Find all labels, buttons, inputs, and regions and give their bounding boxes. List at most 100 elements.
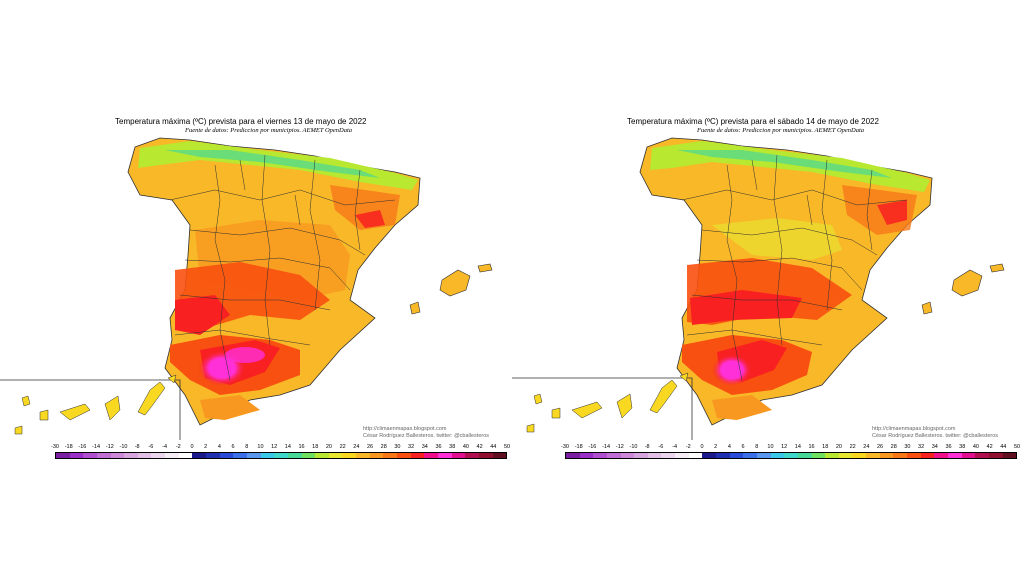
legend-swatch bbox=[947, 453, 962, 458]
legend-label: 20 bbox=[835, 444, 842, 450]
balearic-mallorca bbox=[439, 269, 471, 297]
legend-label: 6 bbox=[741, 444, 745, 450]
legend-label: -2 bbox=[175, 444, 181, 450]
legend-labels: -30 -18 -16 -14 -12 -10 -8 -6 -4 -2 0 2 4 6 8 10 12 14 16 1… bbox=[51, 444, 511, 452]
legend-label: 24 bbox=[353, 444, 360, 450]
legend-label: -4 bbox=[162, 444, 168, 450]
legend-swatch bbox=[233, 453, 247, 458]
legend-label: -2 bbox=[685, 444, 691, 450]
legend-swatch bbox=[729, 453, 744, 458]
legend-swatch bbox=[702, 453, 717, 458]
legend-label: 16 bbox=[298, 444, 305, 450]
legend-label: 40 bbox=[972, 444, 979, 450]
legend-label: -10 bbox=[119, 444, 128, 450]
legend-swatch bbox=[934, 453, 948, 458]
legend-swatch bbox=[1002, 453, 1017, 458]
legend-swatch bbox=[620, 453, 635, 458]
legend-label: -12 bbox=[105, 444, 114, 450]
map-source: Fuente de datos: Prediccion por municipi… bbox=[697, 127, 865, 134]
legend-label: 6 bbox=[231, 444, 235, 450]
legend-label: 20 bbox=[325, 444, 332, 450]
credit-author: César Rodríguez Ballesteros. twitter: @c… bbox=[872, 433, 999, 439]
legend-swatch bbox=[165, 453, 179, 458]
legend-label: -8 bbox=[644, 444, 650, 450]
legend-label: 4 bbox=[727, 444, 731, 450]
legend-swatch bbox=[301, 453, 316, 458]
legend-label: 8 bbox=[755, 444, 759, 450]
legend-label: -4 bbox=[672, 444, 678, 450]
legend-swatch bbox=[315, 453, 329, 458]
legend-label: 0 bbox=[190, 444, 194, 450]
legend-label: 32 bbox=[408, 444, 415, 450]
legend-swatch bbox=[492, 453, 507, 458]
legend-swatch bbox=[110, 453, 125, 458]
legend-swatch bbox=[287, 453, 302, 458]
legend-swatch bbox=[260, 453, 275, 458]
legend-label: 26 bbox=[366, 444, 374, 450]
legend-swatch bbox=[634, 453, 648, 458]
legend-label: 30 bbox=[394, 444, 401, 450]
legend-swatch bbox=[852, 453, 867, 458]
legend-swatch bbox=[369, 453, 384, 458]
legend-swatch bbox=[437, 453, 452, 458]
legend-swatch bbox=[920, 453, 935, 458]
legend-label: 16 bbox=[808, 444, 815, 450]
canary-inset-frame bbox=[0, 379, 181, 440]
balearic-menorca bbox=[989, 263, 1005, 273]
legend-swatch bbox=[838, 453, 853, 458]
legend-swatch bbox=[797, 453, 812, 458]
legend-label: -14 bbox=[602, 444, 611, 450]
legend-swatch bbox=[606, 453, 621, 458]
legend-swatch bbox=[716, 453, 730, 458]
legend-swatch bbox=[975, 453, 989, 458]
legend-swatch bbox=[661, 453, 676, 458]
legend-label: 50 bbox=[1013, 444, 1021, 450]
legend-swatch bbox=[56, 453, 70, 458]
legend-labels: -30 -18 -16 -14 -12 -10 -8 -6 -4 -2 0 2 4 6 8 10 12 14 16 1… bbox=[561, 444, 1021, 452]
legend-swatch bbox=[274, 453, 288, 458]
legend-swatch bbox=[784, 453, 798, 458]
legend-swatch bbox=[96, 453, 111, 458]
legend-swatch bbox=[342, 453, 357, 458]
temperature-map bbox=[0, 137, 493, 440]
legend-swatch bbox=[383, 453, 398, 458]
legend-label: 12 bbox=[271, 444, 278, 450]
legend-label: -30 bbox=[561, 444, 569, 450]
legend-label: 14 bbox=[794, 444, 801, 450]
legend-label: -8 bbox=[134, 444, 140, 450]
credit-blog: http://climaenmapas.blogspot.com bbox=[363, 426, 447, 432]
legend-swatch bbox=[866, 453, 880, 458]
legend-swatch bbox=[83, 453, 97, 458]
legend-swatch bbox=[246, 453, 261, 458]
legend-label: -14 bbox=[92, 444, 101, 450]
legend-label: -18 bbox=[64, 444, 73, 450]
legend-swatch bbox=[124, 453, 138, 458]
balearic-ibiza bbox=[409, 301, 421, 315]
legend-swatch bbox=[743, 453, 757, 458]
legend-swatch bbox=[647, 453, 662, 458]
map-title: Temperatura máxima (ºC) prevista para el… bbox=[115, 117, 367, 126]
credit-blog: http://climaenmapas.blogspot.com bbox=[872, 426, 956, 432]
legend-label: 28 bbox=[890, 444, 897, 450]
legend-label: 44 bbox=[1000, 444, 1007, 450]
legend-swatch bbox=[451, 453, 466, 458]
legend-swatch bbox=[219, 453, 234, 458]
legend-swatch bbox=[688, 453, 703, 458]
legend-swatch bbox=[825, 453, 839, 458]
map-panel-saturday: Temperatura máxima (ºC) prevista para el… bbox=[512, 0, 1024, 576]
legend-label: 42 bbox=[986, 444, 993, 450]
legend-swatch bbox=[206, 453, 220, 458]
legend-label: 22 bbox=[339, 444, 346, 450]
legend-label: 34 bbox=[931, 444, 938, 450]
legend-swatch bbox=[397, 453, 411, 458]
legend-swatch bbox=[424, 453, 438, 458]
legend-label: 0 bbox=[700, 444, 704, 450]
legend-label: 38 bbox=[449, 444, 456, 450]
legend-label: 22 bbox=[849, 444, 856, 450]
legend-label: 34 bbox=[421, 444, 428, 450]
canary-inset-frame bbox=[512, 377, 693, 440]
legend-label: 50 bbox=[503, 444, 511, 450]
balearic-menorca bbox=[477, 263, 493, 273]
legend-swatch bbox=[151, 453, 166, 458]
legend-label: 38 bbox=[959, 444, 966, 450]
